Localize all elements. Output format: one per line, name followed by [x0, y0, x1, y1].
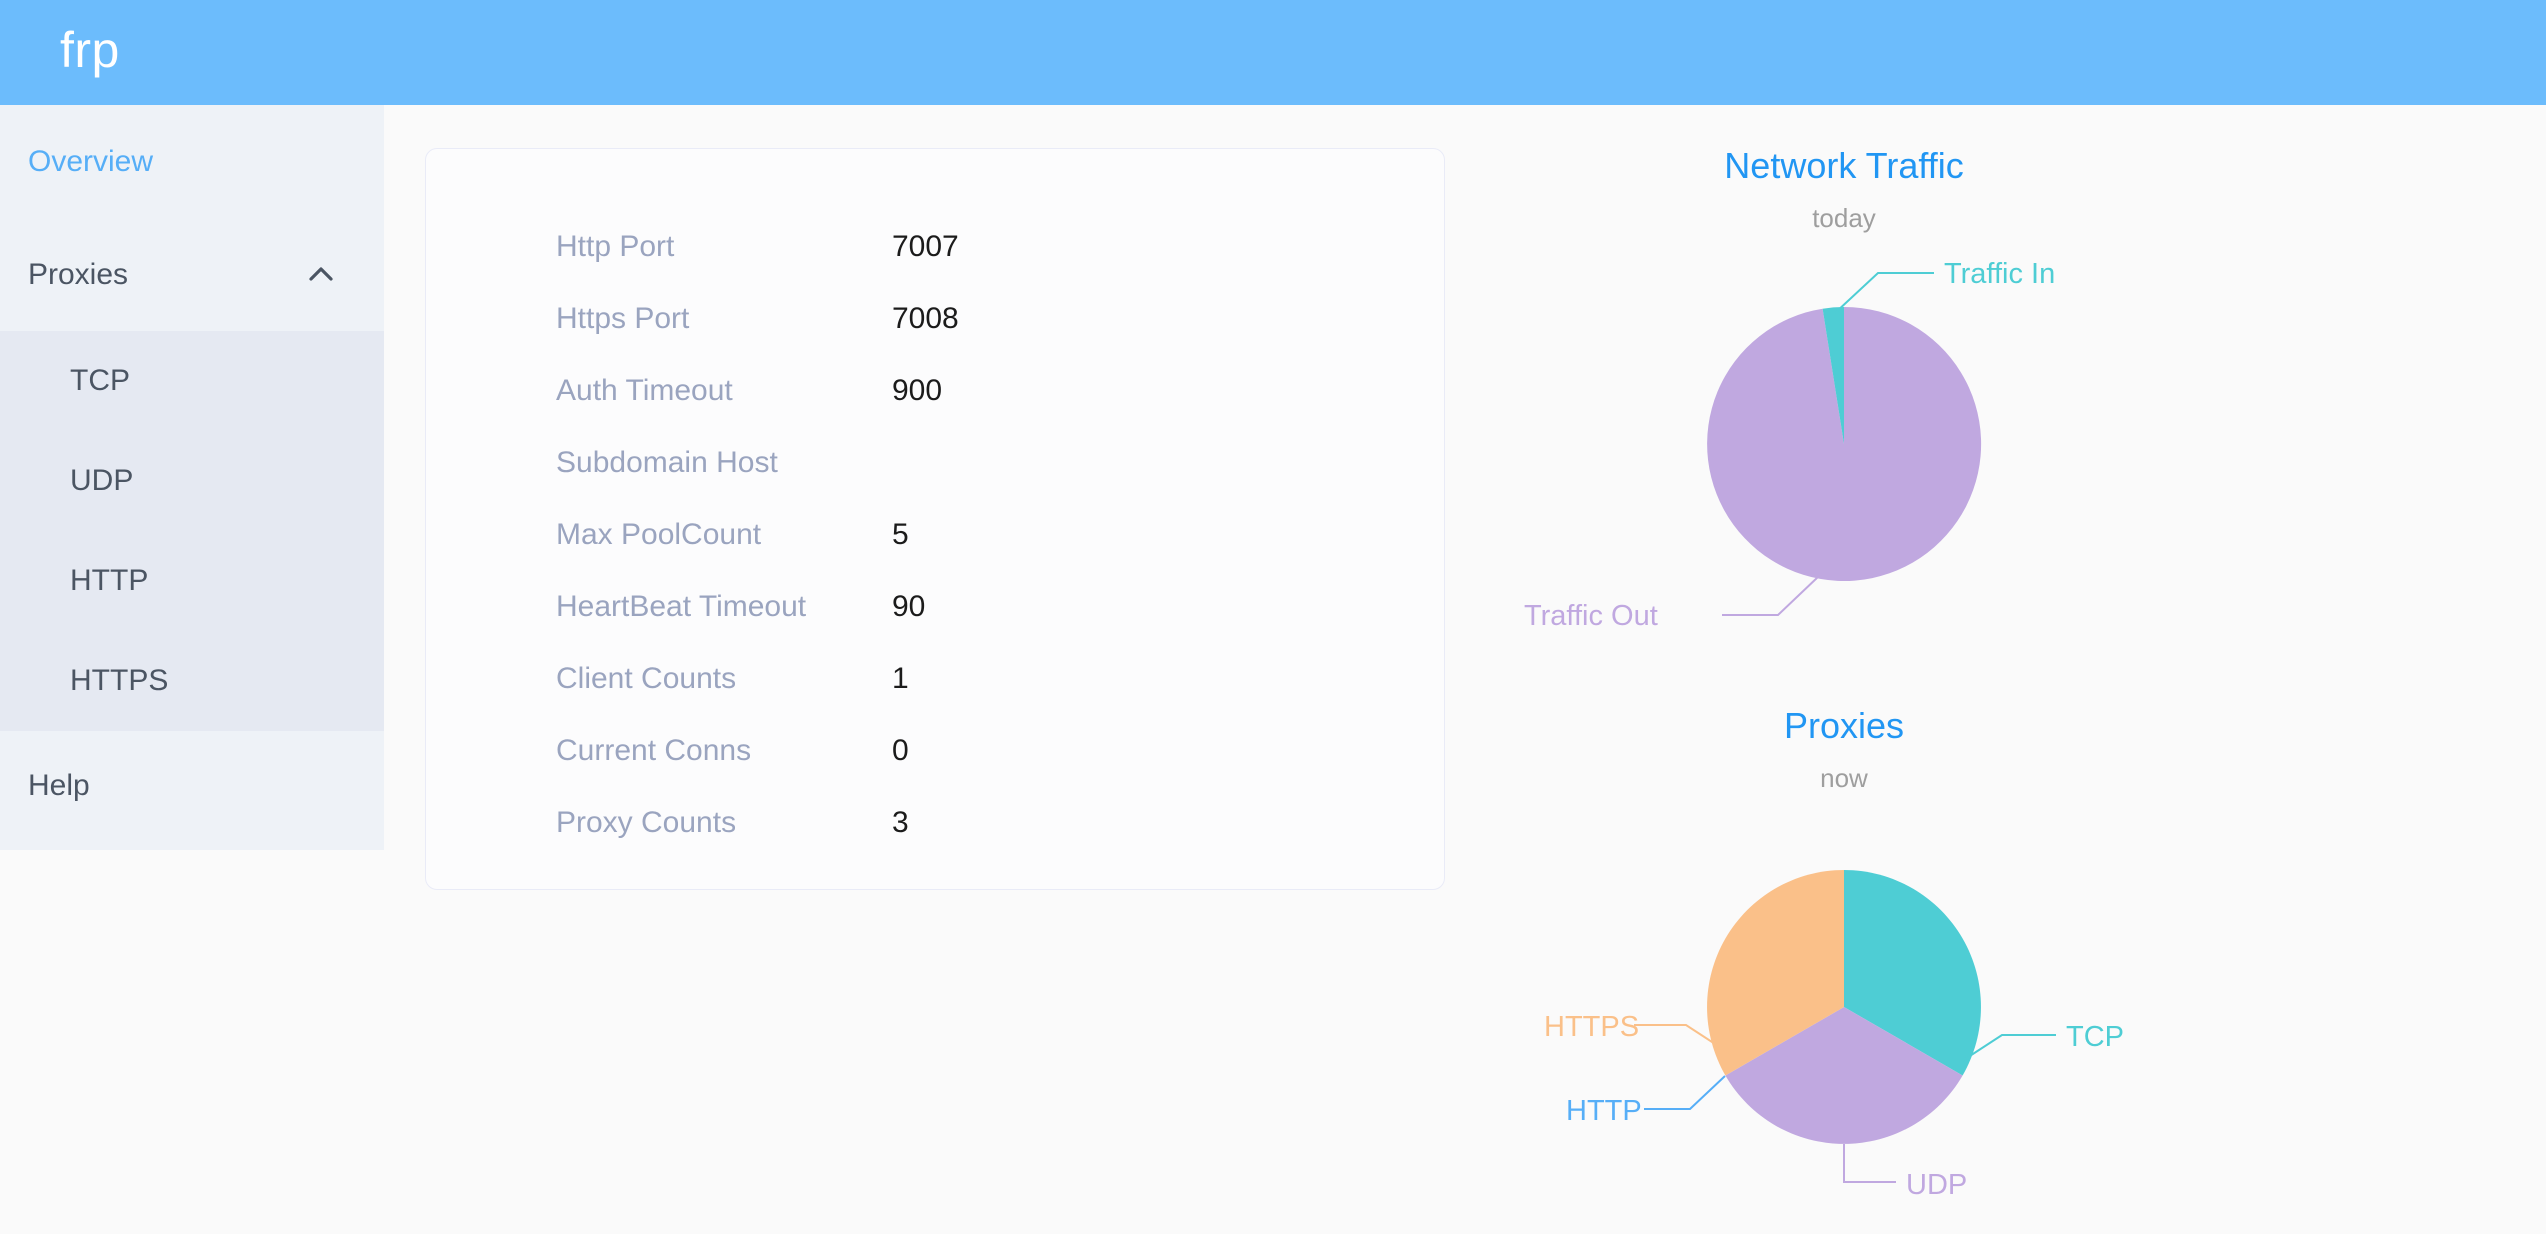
info-row-client-counts: Client Counts 1 — [426, 643, 1444, 715]
leader-line-tcp — [1955, 1034, 2056, 1066]
sidebar-item-udp-label: UDP — [70, 464, 134, 497]
server-info-card: Http Port 7007 Https Port 7008 Auth Time… — [425, 148, 1445, 890]
sidebar-item-proxies[interactable]: Proxies — [0, 218, 384, 331]
pie-slice-tcp — [1844, 870, 1981, 1076]
info-value: 3 — [892, 806, 909, 839]
sidebar-item-help[interactable]: Help — [0, 731, 384, 841]
pie-label-tcp: TCP — [2066, 1021, 2124, 1053]
info-label: Https Port — [556, 302, 690, 335]
leader-line-traffic-in — [1834, 272, 1934, 314]
pie-label-traffic-in: Traffic In — [1944, 258, 2056, 290]
info-label: Auth Timeout — [556, 374, 733, 407]
proxies-subtitle: now — [1820, 763, 1868, 793]
sidebar-item-help-label: Help — [28, 769, 90, 802]
network-traffic-subtitle: today — [1812, 203, 1876, 233]
leader-line-traffic-out — [1722, 575, 1820, 616]
pie-label-https: HTTPS — [1544, 1011, 1640, 1043]
server-info-list: Http Port 7007 Https Port 7008 Auth Time… — [426, 149, 1444, 859]
leader-line-http — [1644, 1075, 1726, 1110]
info-row-auth-timeout: Auth Timeout 900 — [426, 355, 1444, 427]
pie-label-http: HTTP — [1566, 1095, 1642, 1127]
info-label: Client Counts — [556, 662, 737, 695]
app-header: frp — [0, 0, 2546, 105]
sidebar-item-http[interactable]: HTTP — [0, 531, 384, 631]
info-label: HeartBeat Timeout — [556, 590, 807, 623]
info-row-heartbeat-timeout: HeartBeat Timeout 90 — [426, 571, 1444, 643]
proxies-pie: TCP UDP HTTP HTTPS — [1504, 705, 2184, 1205]
sidebar-item-overview[interactable]: Overview — [0, 105, 384, 218]
sidebar-submenu-proxies: TCP UDP HTTP HTTPS — [0, 331, 384, 731]
info-value: 0 — [892, 734, 909, 767]
chevron-up-icon[interactable] — [304, 258, 338, 292]
pie-slice-traffic-out — [1707, 306, 1982, 581]
info-value: 7007 — [892, 230, 959, 263]
info-row-proxy-counts: Proxy Counts 3 — [426, 787, 1444, 859]
sidebar-item-overview-label: Overview — [28, 144, 154, 178]
sidebar-item-proxies-label: Proxies — [28, 257, 129, 291]
info-row-http-port: Http Port 7007 — [426, 211, 1444, 283]
info-value: 1 — [892, 662, 909, 695]
info-value: 5 — [892, 518, 909, 551]
proxies-title: Proxies — [1783, 705, 1905, 746]
info-row-https-port: Https Port 7008 — [426, 283, 1444, 355]
sidebar-item-https[interactable]: HTTPS — [0, 631, 384, 731]
info-label: Proxy Counts — [556, 806, 737, 839]
info-value: 7008 — [892, 302, 959, 335]
sidebar-nav: Overview Proxies TCP UDP HTTP HTTPS — [0, 105, 384, 850]
proxies-chart: Proxies now TCP UDP HTTP — [1504, 705, 2184, 1205]
network-traffic-pie: Traffic In Traffic Out — [1504, 145, 2184, 631]
info-label: Subdomain Host — [556, 446, 778, 479]
info-value: 90 — [892, 590, 926, 623]
sidebar-item-https-label: HTTPS — [70, 664, 169, 697]
sidebar-item-udp[interactable]: UDP — [0, 431, 384, 531]
sidebar-item-tcp[interactable]: TCP — [0, 331, 384, 431]
leader-line-https — [1634, 1024, 1733, 1056]
info-label: Current Conns — [556, 734, 752, 767]
pie-slice-https — [1707, 870, 1844, 1076]
info-row-current-conns: Current Conns 0 — [426, 715, 1444, 787]
info-label: Max PoolCount — [556, 518, 762, 551]
pie-label-udp: UDP — [1906, 1169, 1968, 1201]
info-row-max-poolcount: Max PoolCount 5 — [426, 499, 1444, 571]
pie-slice-udp — [1725, 1007, 1963, 1144]
pie-label-traffic-out: Traffic Out — [1524, 600, 1658, 632]
sidebar-item-tcp-label: TCP — [70, 364, 130, 397]
info-row-subdomain-host: Subdomain Host — [426, 427, 1444, 499]
network-traffic-title: Network Traffic — [1724, 145, 1964, 186]
pie-slice-traffic-in — [1822, 307, 1844, 444]
app-logo: frp — [60, 21, 120, 78]
network-traffic-chart: Network Traffic today Traffic In Traffic… — [1504, 145, 2184, 631]
sidebar-item-http-label: HTTP — [70, 564, 149, 597]
info-value: 900 — [892, 374, 943, 407]
info-label: Http Port — [556, 230, 675, 263]
leader-line-udp — [1843, 1144, 1896, 1183]
